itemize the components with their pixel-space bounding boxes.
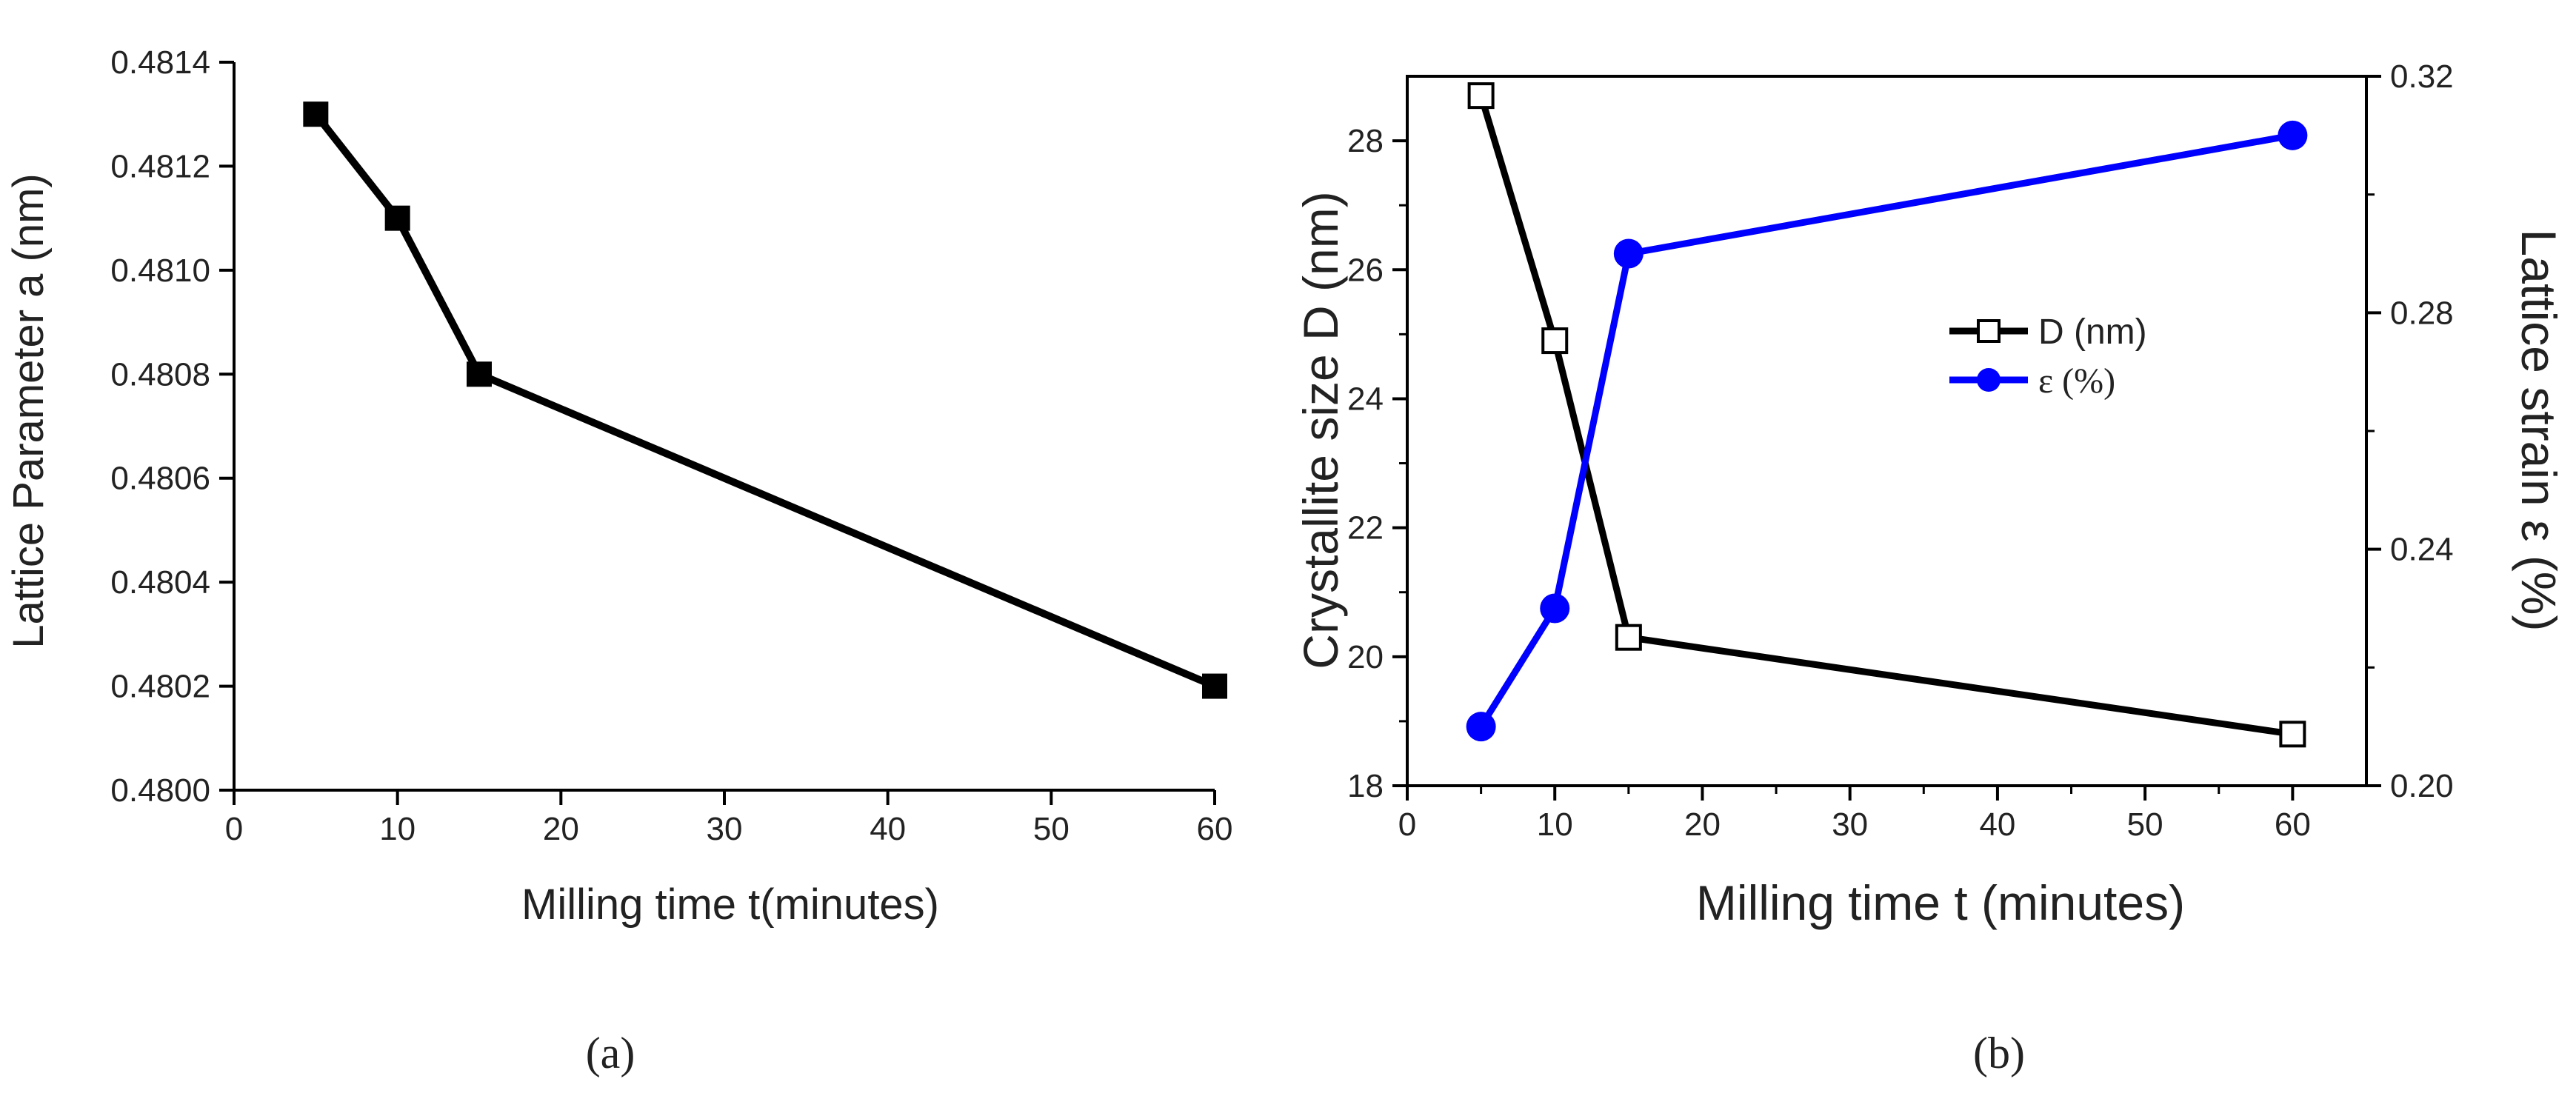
y-tick-label: 0.4800 (110, 772, 210, 809)
x-tick-label: 20 (1684, 806, 1721, 843)
x-tick-label: 0 (1398, 806, 1416, 843)
y-tick-label: 28 (1347, 123, 1384, 159)
x-tick-label: 0 (225, 811, 243, 847)
chart-a-x-axis-title: Milling time t(minutes) (521, 881, 939, 929)
chart-a: 0 10 20 30 40 50 60 0.4800 0.4802 0.4804 0.4806 0.4… (4, 44, 1232, 1077)
chart-a-ticks (219, 61, 1216, 805)
data-point-lattice-strain (1466, 712, 1496, 742)
chart-b-ticks (1392, 75, 2381, 801)
right-y-tick-label: 0.32 (2390, 59, 2454, 95)
x-tick-label: 20 (543, 811, 579, 847)
data-point (303, 101, 329, 127)
legend-marker-d (1977, 319, 2001, 343)
y-tick-label: 0.4802 (110, 669, 210, 705)
chart-a-series-lines (313, 112, 1216, 690)
y-tick-label: 22 (1347, 510, 1384, 547)
chart-b-tick-labels: 0 10 20 30 40 50 60 18 20 22 24 26 28 0.20 0.24 0.28 0.3… (1347, 59, 2454, 843)
legend-label-strain: ε (%) (2038, 361, 2115, 401)
data-point (467, 361, 492, 387)
y-tick-label: 0.4812 (110, 148, 210, 184)
series-line-lattice-parameter (313, 112, 1216, 690)
chart-b-x-axis-title: Milling time t (minutes) (1696, 875, 2185, 930)
data-point-crystallite-size (2279, 721, 2306, 748)
data-point-lattice-strain (1540, 593, 1570, 624)
chart-a-caption: (a) (586, 1029, 635, 1077)
x-tick-label: 50 (1033, 811, 1070, 847)
chart-a-y-axis-title: Lattice Parameter a (nm) (4, 173, 53, 648)
chart-b-right-axis-title: Lattice strain ε (%) (2512, 230, 2566, 632)
right-y-tick-label: 0.20 (2390, 768, 2454, 804)
y-tick-label: 24 (1347, 381, 1384, 417)
y-tick-label: 18 (1347, 768, 1384, 804)
right-y-tick-label: 0.28 (2390, 295, 2454, 331)
y-tick-label: 0.4806 (110, 461, 210, 497)
data-point-lattice-strain (2278, 120, 2308, 150)
x-tick-label: 60 (1197, 811, 1233, 847)
chart-a-tick-labels: 0 10 20 30 40 50 60 0.4800 0.4802 0.4804 0.4806 0.4… (110, 44, 1232, 847)
y-tick-label: 0.4804 (110, 564, 210, 601)
series-line-lattice-strain (1478, 132, 2294, 729)
legend-label-d: D (nm) (2038, 313, 2147, 352)
x-tick-label: 60 (2275, 806, 2311, 843)
chart-b-legend: D (nm) ε (%) (1949, 313, 2147, 401)
data-point-crystallite-size (1615, 624, 1642, 651)
chart-b-series-lines (1478, 94, 2294, 738)
data-point (384, 205, 410, 231)
x-tick-label: 30 (1832, 806, 1868, 843)
x-tick-label: 10 (1537, 806, 1573, 843)
y-tick-label: 20 (1347, 639, 1384, 675)
x-tick-label: 40 (870, 811, 906, 847)
y-tick-label: 0.4814 (110, 44, 210, 81)
x-tick-label: 50 (2127, 806, 2163, 843)
x-tick-label: 40 (1979, 806, 2015, 843)
data-point-lattice-strain (1613, 238, 1644, 269)
data-point (1202, 673, 1227, 699)
data-point-crystallite-size (1467, 82, 1495, 110)
x-tick-label: 30 (707, 811, 743, 847)
chart-b-plot-frame (1406, 75, 2368, 787)
data-point-crystallite-size (1541, 327, 1569, 355)
chart-a-markers (303, 101, 1227, 699)
chart-b-markers (1466, 82, 2308, 748)
series-line-crystallite-size (1478, 94, 2294, 738)
legend-marker-strain (1977, 368, 2001, 392)
y-tick-label: 0.4810 (110, 253, 210, 289)
chart-b-caption: (b) (1973, 1029, 2025, 1077)
x-tick-label: 10 (379, 811, 416, 847)
y-tick-label: 0.4808 (110, 356, 210, 392)
y-tick-label: 26 (1347, 252, 1384, 288)
chart-b-y-axis-title: Crystallite size D (nm) (1293, 191, 1348, 669)
right-y-tick-label: 0.24 (2390, 532, 2454, 568)
chart-b: 0 10 20 30 40 50 60 18 20 22 24 26 28 0.20 0.24 0.28 0.3… (1293, 59, 2566, 1077)
